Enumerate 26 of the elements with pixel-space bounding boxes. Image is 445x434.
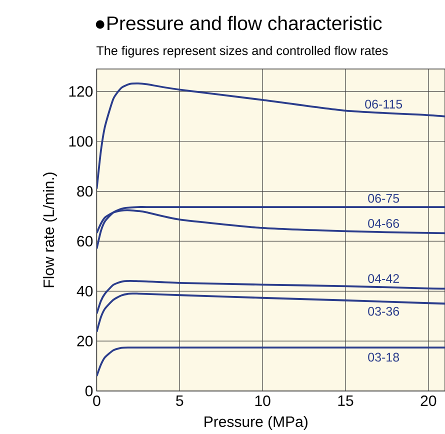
y-axis-title: Flow rate (L/min.) bbox=[43, 172, 57, 288]
y-tick-label: 100 bbox=[69, 136, 93, 147]
x-tick-label: 5 bbox=[176, 396, 184, 406]
y-tick-label: 40 bbox=[76, 286, 93, 296]
chart-subtitle: The figures represent sizes and controlled flow rates bbox=[96, 46, 388, 58]
series-label: 04-42 bbox=[368, 274, 399, 283]
chart-title: ●Pressure and flow characteristic bbox=[96, 16, 382, 30]
y-tick-label: 0 bbox=[85, 386, 93, 396]
y-tick-label: 20 bbox=[77, 336, 93, 346]
x-tick-label: 10 bbox=[255, 396, 270, 406]
series-label: 03-36 bbox=[368, 306, 400, 316]
x-axis-title: Pressure (MPa) bbox=[204, 416, 308, 430]
y-tick-label: 80 bbox=[77, 186, 93, 197]
series-label: 06-75 bbox=[368, 194, 400, 203]
line-series bbox=[96, 346, 445, 377]
x-tick-label: 0 bbox=[93, 396, 100, 406]
x-tick-label: 20 bbox=[420, 396, 436, 406]
line-series bbox=[96, 82, 445, 190]
series-label: 03-18 bbox=[368, 352, 400, 362]
y-tick-label: 60 bbox=[77, 236, 93, 247]
line-series bbox=[96, 292, 445, 333]
line-series bbox=[96, 206, 445, 250]
series-label: 04-66 bbox=[368, 219, 400, 228]
series-label: 06-115 bbox=[365, 100, 402, 109]
y-tick-label: 120 bbox=[69, 86, 93, 97]
x-tick-label: 15 bbox=[338, 396, 354, 406]
